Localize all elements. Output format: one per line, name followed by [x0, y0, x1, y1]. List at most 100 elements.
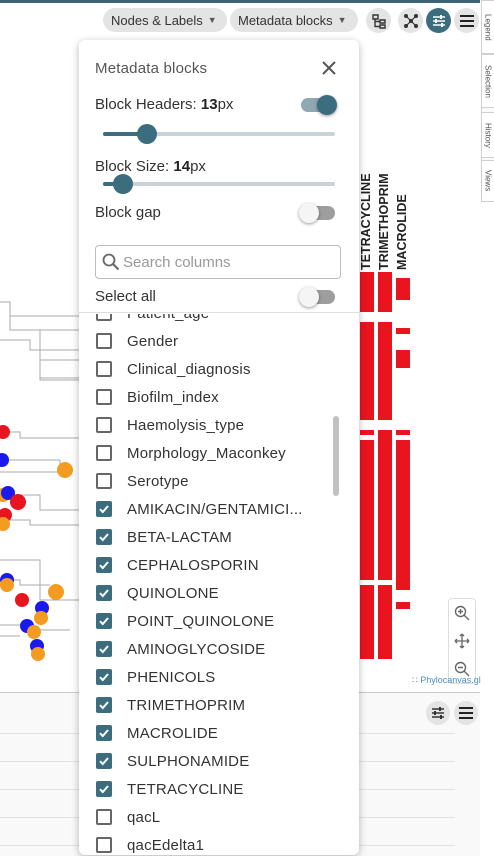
- metadata-blocks-label: Metadata blocks: [238, 12, 333, 28]
- settings-sliders-button[interactable]: [426, 8, 451, 33]
- check-icon: [99, 757, 109, 766]
- search-input[interactable]: [123, 252, 323, 272]
- metadata-blocks-dropdown[interactable]: Metadata blocks ▼: [230, 8, 358, 32]
- slider-thumb[interactable]: [113, 174, 133, 194]
- hamburger-icon: [459, 707, 473, 719]
- block-headers-unit: px: [217, 96, 234, 113]
- metadata-block: [378, 322, 392, 420]
- check-icon: [99, 589, 109, 598]
- column-option[interactable]: qacEdelta1: [79, 831, 359, 855]
- slider-fill: [103, 132, 147, 136]
- checkbox-checked[interactable]: [96, 557, 112, 573]
- zoom-out-button[interactable]: [449, 655, 475, 683]
- column-option[interactable]: PHENICOLS: [79, 663, 359, 691]
- column-option-label: Patient_age: [127, 314, 209, 322]
- block-headers-slider[interactable]: [103, 124, 335, 144]
- column-option[interactable]: BETA-LACTAM: [79, 523, 359, 551]
- caret-down-icon: ▼: [207, 15, 217, 25]
- close-button[interactable]: [319, 58, 339, 78]
- block-size-value: 14: [173, 158, 191, 175]
- block-gap-toggle[interactable]: [299, 203, 335, 223]
- column-option[interactable]: Morphology_Maconkey: [79, 439, 359, 467]
- checkbox-checked[interactable]: [96, 585, 112, 601]
- zoom-out-icon: [454, 661, 470, 677]
- checkbox-unchecked[interactable]: [96, 389, 112, 405]
- checkbox-checked[interactable]: [96, 669, 112, 685]
- checkbox-checked[interactable]: [96, 529, 112, 545]
- checkbox-unchecked[interactable]: [96, 809, 112, 825]
- hamburger-icon: [459, 14, 474, 27]
- metadata-blocks-menu: Metadata blocks Block Headers: 13px Bloc…: [79, 40, 359, 855]
- column-option[interactable]: Serotype: [79, 467, 359, 495]
- hierarchy-icon: [371, 13, 386, 29]
- column-option[interactable]: CEPHALOSPORIN: [79, 551, 359, 579]
- column-option[interactable]: QUINOLONE: [79, 579, 359, 607]
- metadata-header-trimethoprim: TRIMETHOPRIM: [377, 173, 391, 270]
- tab-history[interactable]: History: [481, 112, 494, 158]
- columns-list: Patient_age Gender Clinical_diagnosis Biofi…: [79, 314, 359, 855]
- network-layout-button[interactable]: [398, 8, 423, 33]
- table-settings-button[interactable]: [426, 701, 450, 725]
- column-option[interactable]: Clinical_diagnosis: [79, 355, 359, 383]
- checkbox-checked[interactable]: [96, 613, 112, 629]
- block-size-slider[interactable]: [103, 174, 335, 194]
- checkbox-unchecked[interactable]: [96, 445, 112, 461]
- table-menu-button[interactable]: [454, 701, 478, 725]
- column-option[interactable]: Haemolysis_type: [79, 411, 359, 439]
- tab-views[interactable]: Views: [481, 160, 494, 202]
- checkbox-checked[interactable]: [96, 725, 112, 741]
- checkbox-checked[interactable]: [96, 501, 112, 517]
- metadata-block: [396, 278, 410, 300]
- checkbox-unchecked[interactable]: [96, 361, 112, 377]
- phylogenetic-tree-canvas[interactable]: [0, 40, 480, 690]
- nodes-labels-dropdown[interactable]: Nodes & Labels ▼: [103, 8, 227, 32]
- check-icon: [99, 505, 109, 514]
- tab-selection[interactable]: Selection: [481, 54, 494, 108]
- tree-layout-button[interactable]: [366, 8, 391, 33]
- column-option[interactable]: Patient_age: [79, 314, 359, 327]
- select-all-label: Select all: [95, 288, 156, 305]
- checkbox-unchecked[interactable]: [96, 333, 112, 349]
- column-option[interactable]: Biofilm_index: [79, 383, 359, 411]
- column-option[interactable]: AMINOGLYCOSIDE: [79, 635, 359, 663]
- column-option[interactable]: qacL: [79, 803, 359, 831]
- main-menu-button[interactable]: [454, 8, 479, 33]
- column-option[interactable]: TRIMETHOPRIM: [79, 691, 359, 719]
- column-option-label: Biofilm_index: [127, 388, 219, 406]
- checkbox-checked[interactable]: [96, 781, 112, 797]
- checkbox-checked[interactable]: [96, 697, 112, 713]
- phylocanvas-brand[interactable]: ∷ Phylocanvas.gl: [412, 675, 481, 686]
- checkbox-unchecked[interactable]: [96, 473, 112, 489]
- column-option[interactable]: AMIKACIN/GENTAMICI...: [79, 495, 359, 523]
- column-option[interactable]: POINT_QUINOLONE: [79, 607, 359, 635]
- column-option-label: Serotype: [127, 472, 189, 490]
- checkbox-unchecked[interactable]: [96, 417, 112, 433]
- metadata-block: [378, 272, 392, 312]
- column-option[interactable]: TETRACYCLINE: [79, 775, 359, 803]
- column-option-label: Haemolysis_type: [127, 416, 245, 434]
- sliders-icon: [432, 14, 445, 27]
- checkbox-unchecked[interactable]: [96, 837, 112, 853]
- block-headers-text: Block Headers:: [95, 96, 201, 113]
- select-all-toggle[interactable]: [299, 287, 335, 307]
- column-option-label: CEPHALOSPORIN: [127, 556, 259, 574]
- checkbox-unchecked[interactable]: [96, 314, 112, 321]
- search-columns-field[interactable]: [95, 245, 341, 279]
- search-icon: [102, 253, 120, 271]
- column-option[interactable]: MACROLIDE: [79, 719, 359, 747]
- columns-scrollbar[interactable]: [332, 314, 340, 855]
- checkbox-checked[interactable]: [96, 641, 112, 657]
- scrollbar-thumb[interactable]: [333, 416, 339, 496]
- nodes-labels-label: Nodes & Labels: [111, 12, 203, 28]
- tab-legend[interactable]: Legend: [481, 0, 494, 54]
- column-option-label: QUINOLONE: [127, 584, 219, 602]
- block-headers-toggle[interactable]: [301, 95, 337, 115]
- slider-thumb[interactable]: [137, 124, 157, 144]
- block-size-label: Block Size: 14px: [95, 158, 206, 175]
- checkbox-checked[interactable]: [96, 753, 112, 769]
- pan-button[interactable]: [449, 627, 475, 655]
- column-option[interactable]: Gender: [79, 327, 359, 355]
- menu-title: Metadata blocks: [95, 60, 208, 77]
- zoom-in-button[interactable]: [449, 599, 475, 627]
- column-option[interactable]: SULPHONAMIDE: [79, 747, 359, 775]
